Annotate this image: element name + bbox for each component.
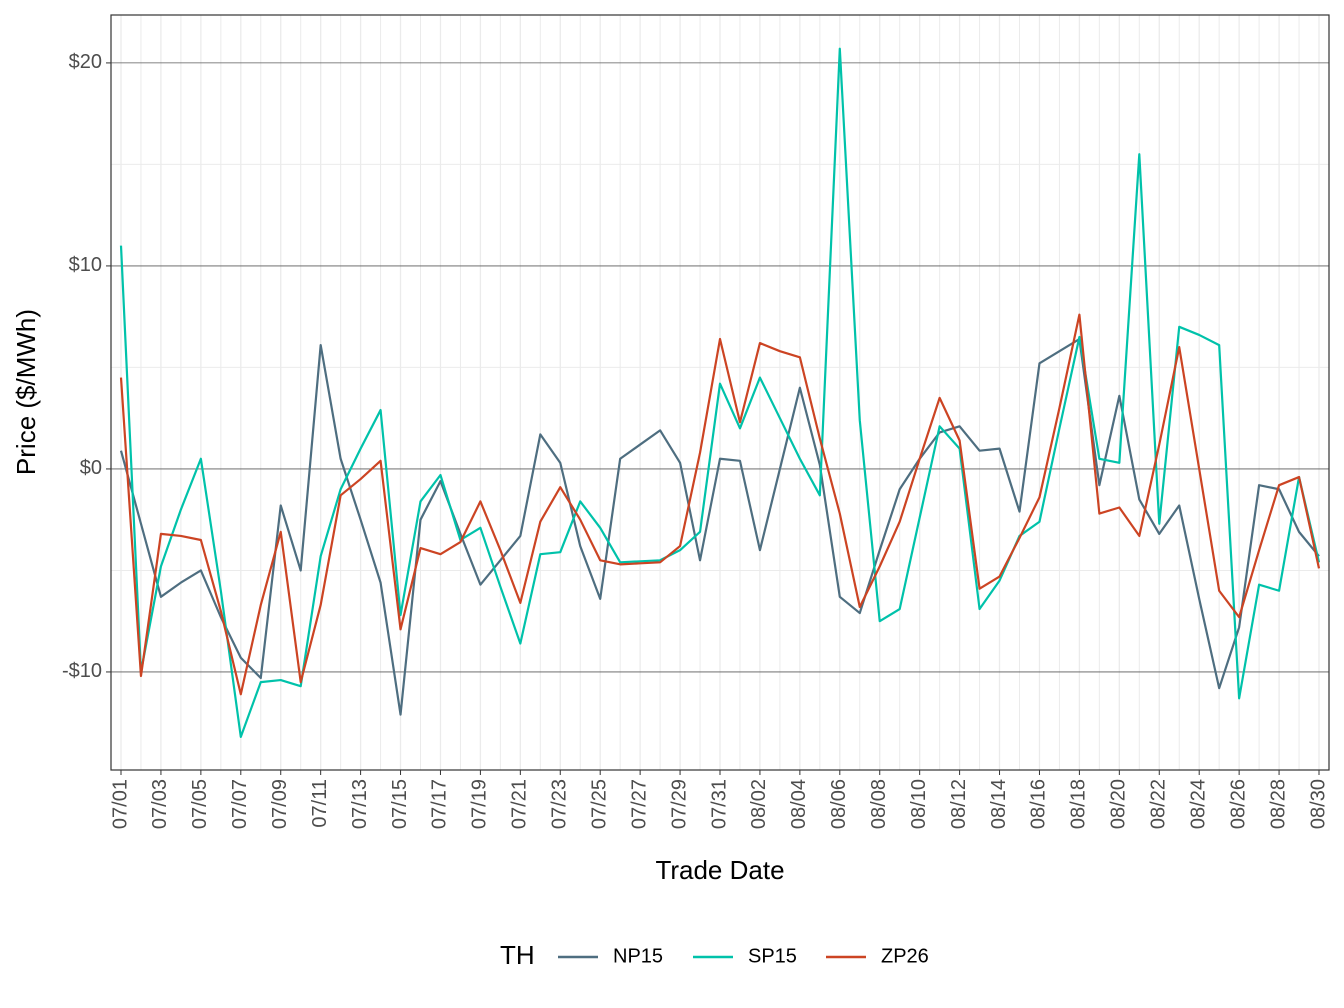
x-tick-label: 08/04 (788, 779, 810, 829)
y-tick-label: $20 (69, 51, 102, 73)
x-tick-label: 07/11 (309, 779, 331, 828)
series-line (119, 47, 1321, 739)
x-tick-label: 07/03 (149, 779, 171, 829)
x-tick-label: 08/24 (1187, 779, 1209, 829)
x-tick-label: 07/31 (708, 779, 730, 829)
x-tick-label: 07/19 (469, 779, 491, 829)
legend-label: NP15 (613, 945, 663, 967)
x-tick-label: 07/21 (509, 779, 531, 829)
legend-label: ZP26 (881, 945, 929, 967)
x-tick-label: 07/17 (429, 779, 451, 829)
legend-label: SP15 (748, 945, 797, 967)
legend-title: TH (500, 940, 535, 970)
x-tick-label: 07/29 (668, 779, 690, 829)
x-tick-label: 08/12 (948, 779, 970, 829)
x-tick-label: 07/07 (229, 779, 251, 829)
x-tick-label: 07/13 (349, 779, 371, 829)
x-axis-title: Trade Date (655, 855, 784, 885)
x-tick-label: 08/06 (828, 779, 850, 829)
x-tick-label: 08/16 (1028, 779, 1050, 829)
x-tick-label: 08/18 (1068, 779, 1090, 829)
x-tick-label: 07/05 (189, 779, 211, 829)
series-line (119, 313, 1321, 696)
x-tick-label: 08/08 (868, 779, 890, 829)
x-tick-label: 08/02 (748, 779, 770, 829)
x-tick-label: 07/01 (109, 779, 131, 829)
y-tick-label: -$10 (62, 660, 102, 682)
x-tick-label: 08/14 (988, 779, 1010, 829)
x-tick-label: 07/25 (588, 779, 610, 829)
x-tick-label: 08/28 (1267, 779, 1289, 829)
y-axis-title: Price ($/MWh) (11, 309, 41, 475)
x-tick-label: 07/23 (549, 779, 571, 829)
x-tick-label: 08/30 (1307, 779, 1329, 829)
x-tick-label: 08/22 (1148, 779, 1170, 829)
x-tick-label: 08/20 (1108, 779, 1130, 829)
x-tick-label: 07/15 (389, 779, 411, 829)
x-tick-label: 07/09 (269, 779, 291, 829)
x-tick-label: 08/26 (1227, 779, 1249, 829)
x-tick-label: 07/27 (628, 779, 650, 829)
x-tick-label: 08/10 (908, 779, 930, 829)
series-line (119, 337, 1320, 716)
y-tick-label: $0 (80, 457, 102, 479)
y-tick-label: $10 (69, 254, 102, 276)
panel-border (110, 14, 1330, 771)
